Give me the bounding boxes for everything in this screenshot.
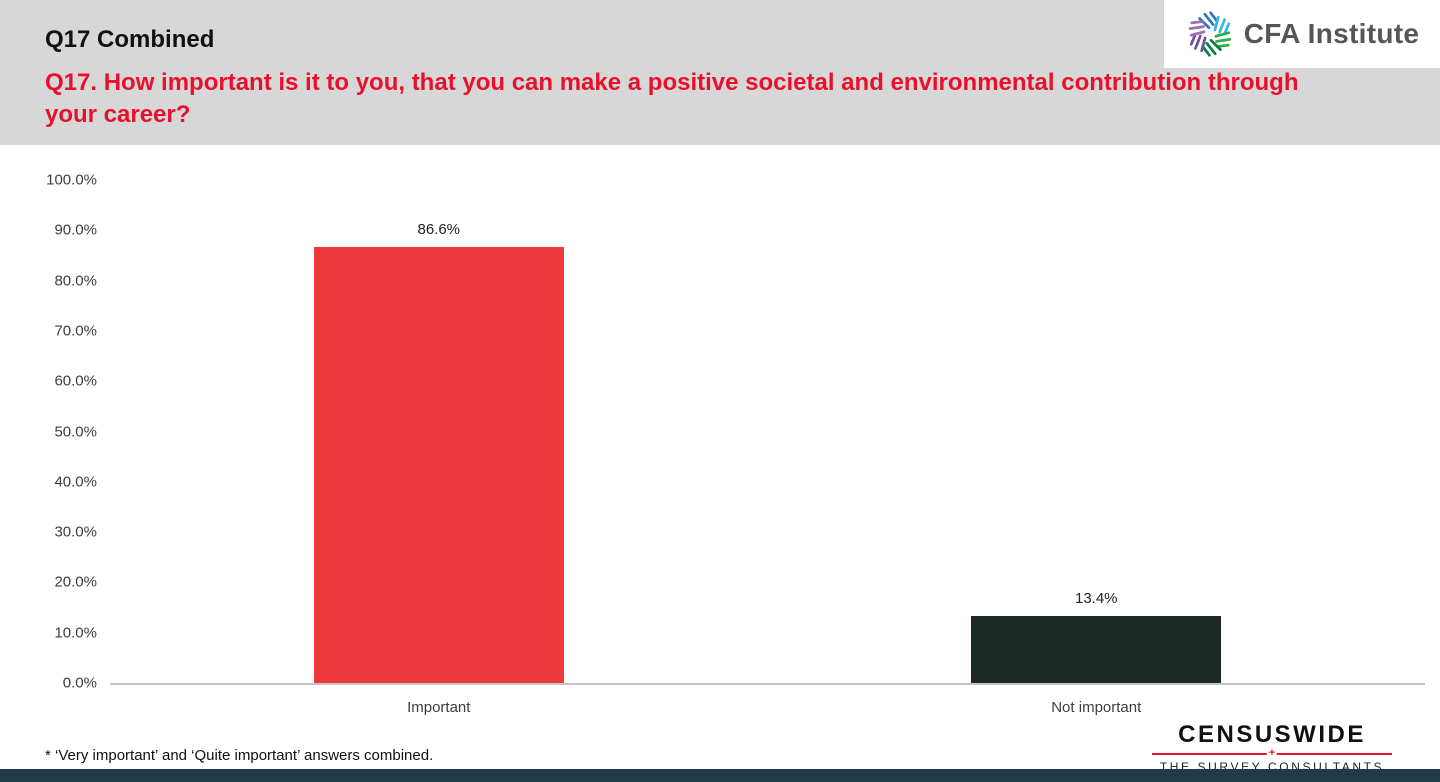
bar-value-label: 86.6%	[417, 221, 461, 239]
y-axis-tick-label: 20.0%	[54, 573, 97, 591]
y-axis-tick-label: 50.0%	[54, 423, 97, 440]
y-axis-tick-label: 30.0%	[54, 523, 97, 541]
cfa-institute-logo: CFA Institute	[1164, 0, 1440, 68]
page-title: Q17 Combined	[45, 26, 215, 53]
bar-not-important	[971, 615, 1222, 683]
bar-important	[313, 247, 564, 683]
y-axis-tick-label: 10.0%	[54, 624, 97, 642]
x-axis-label: Not important	[1051, 699, 1142, 716]
cfa-pinwheel-icon	[1184, 11, 1235, 57]
y-axis-tick-label: 60.0%	[54, 372, 97, 390]
censuswide-logo: CENSUSWIDE + THE SURVEY CONSULTANTS	[1152, 721, 1392, 774]
y-axis-tick-label: 70.0%	[54, 322, 97, 340]
y-axis-tick-label: 100.0%	[46, 171, 97, 189]
y-axis-tick-label: 90.0%	[54, 221, 97, 239]
censuswide-wordmark: CENSUSWIDE	[1178, 721, 1366, 748]
censuswide-underline: +	[1152, 748, 1392, 759]
cfa-logo-text: CFA Institute	[1243, 18, 1420, 49]
y-axis-tick-label: 80.0%	[54, 272, 97, 290]
y-axis-tick-label: 0.0%	[62, 674, 97, 692]
question-text: Q17. How important is it to you, that yo…	[45, 69, 1299, 128]
footnote: * ‘Very important’ and ‘Quite important’…	[45, 747, 434, 764]
censuswide-plus-icon: +	[1266, 747, 1278, 759]
x-axis-label: Important	[407, 699, 471, 716]
bar-value-label: 13.4%	[1074, 589, 1118, 607]
bar-chart-plot-area: 0.0% 10.0% 20.0% 30.0% 40.0% 50.0% 60.0% 70.0% 8…	[46, 173, 1425, 716]
y-axis-tick-label: 40.0%	[54, 473, 97, 491]
bottom-accent-bar	[0, 769, 1440, 782]
